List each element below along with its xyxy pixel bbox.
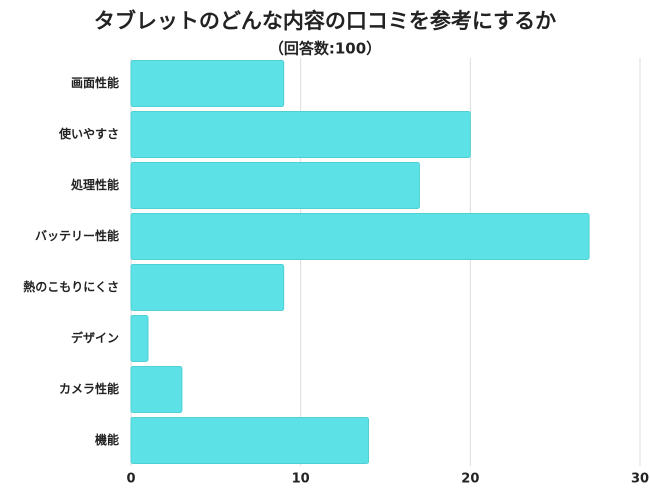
x-tick-label: 10 (292, 472, 310, 487)
y-tick-label: 熱のこもりにくさ (23, 279, 119, 294)
bar (130, 315, 149, 362)
y-tick-label: 使いやすさ (58, 126, 119, 141)
chart-title: タブレットのどんな内容の口コミを参考にするか (94, 9, 556, 33)
bar (130, 60, 285, 107)
y-tick-label: 画面性能 (71, 75, 119, 90)
x-tick-label: 0 (126, 472, 135, 487)
y-tick-label: カメラ性能 (59, 381, 119, 396)
x-tick-label: 30 (631, 472, 649, 487)
y-tick-label: 処理性能 (70, 177, 119, 192)
bar (130, 366, 183, 413)
bar (130, 417, 370, 464)
bar (130, 264, 285, 311)
bar (130, 213, 590, 260)
bar (130, 111, 471, 158)
y-tick-label: バッテリー性能 (35, 228, 119, 243)
chart-subtitle: （回答数:100） (269, 40, 381, 58)
y-tick-label: 機能 (95, 432, 119, 447)
x-tick-label: 20 (461, 472, 479, 487)
y-tick-label: デザイン (71, 330, 119, 345)
bar (130, 162, 420, 209)
